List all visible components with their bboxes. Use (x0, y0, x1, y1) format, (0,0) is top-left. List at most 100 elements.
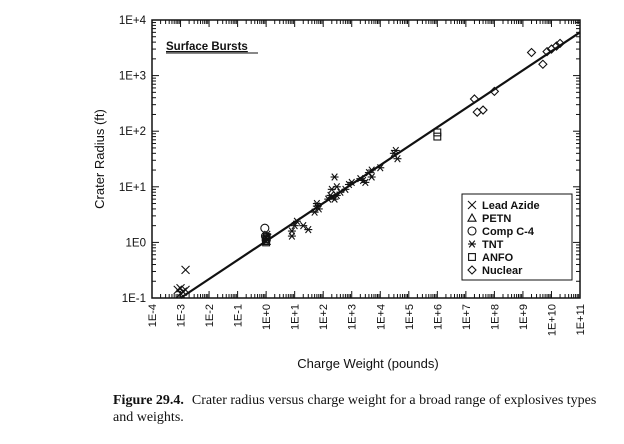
marker-stroke (331, 195, 338, 203)
point-nuclear (551, 41, 562, 51)
point-nuclear (555, 38, 565, 49)
y-tick-label: 1E+1 (119, 182, 146, 194)
marker-stroke (468, 240, 476, 248)
marker-stroke (181, 285, 190, 295)
point-nuclear (489, 86, 500, 97)
marker-stroke (313, 199, 321, 208)
point-anfo (433, 132, 442, 141)
point-tnt (376, 164, 385, 172)
x-tick-label: 1E+11 (575, 304, 587, 335)
legend-label-petn: PETN (482, 213, 511, 225)
marker-stroke (392, 146, 400, 155)
point-tnt (347, 178, 356, 187)
point-tnt (290, 221, 299, 230)
x-tick-label: 1E+7 (461, 304, 473, 330)
x-axis-label: Charge Weight (pounds) (297, 356, 438, 371)
point-tnt (330, 195, 339, 203)
x-tick-label: 1E+6 (432, 304, 444, 330)
x-tick-label: 1E-1 (233, 304, 245, 327)
marker-stroke (173, 285, 183, 295)
legend-marker-petn (467, 212, 477, 222)
caption-label: Figure 29.4. (113, 393, 184, 408)
x-tick-label: 1E+5 (404, 304, 416, 330)
figure-caption: Figure 29.4. Crater radius versus charge … (113, 392, 613, 426)
marker-stroke (394, 154, 401, 163)
x-tick-label: 1E+8 (489, 304, 501, 330)
point-tnt (292, 217, 301, 226)
point-tnt (312, 199, 321, 208)
x-tick-label: 1E+1 (290, 304, 302, 330)
point-anfo (262, 235, 271, 243)
legend-label-lead-azide: Lead Azide (482, 200, 540, 212)
point-lead-azide (181, 285, 190, 295)
point-tnt (332, 183, 341, 191)
legend-marker-tnt (468, 240, 476, 248)
marker-stroke (293, 217, 301, 226)
plot-frame (151, 19, 581, 299)
x-tick-label: 1E+4 (375, 304, 387, 330)
point-nuclear (542, 46, 552, 57)
x-tick-label: 1E+9 (518, 304, 530, 330)
marker-stroke (337, 188, 344, 196)
marker-stroke (288, 227, 296, 235)
point-lead-azide (176, 289, 185, 298)
legend-label-anfo: ANFO (482, 252, 514, 264)
legend-marker-lead-azide (467, 200, 477, 210)
point-tnt (310, 208, 319, 216)
point-nuclear (526, 47, 537, 58)
x-tick-label: 1E+10 (546, 304, 558, 336)
x-tick-label: 1E-2 (204, 304, 216, 327)
x-tick-label: 1E+0 (261, 304, 273, 330)
marker-stroke (348, 178, 355, 187)
y-tick-label: 1E+3 (119, 71, 146, 83)
point-tnt (367, 173, 376, 181)
point-nuclear (478, 105, 488, 115)
y-tick-label: 1E-1 (122, 293, 146, 305)
point-tnt (393, 154, 402, 163)
y-tick-labels: 1E-1 1E0 1E+1 1E+2 1E+3 1E+4 (119, 15, 147, 305)
marker-stroke (264, 230, 271, 239)
data-points (173, 38, 565, 298)
point-nuclear (469, 94, 480, 104)
point-tnt (330, 173, 339, 181)
marker-stroke (333, 183, 341, 191)
point-tnt (299, 221, 308, 230)
caption-text: Crater radius versus charge weight for a… (113, 393, 597, 425)
legend-label-nuclear: Nuclear (482, 265, 523, 277)
point-lead-azide (173, 285, 183, 295)
y-tick-label: 1E+2 (119, 126, 146, 138)
fit-line (179, 31, 581, 299)
legend-label-comp-c-4: Comp C-4 (482, 226, 535, 238)
fit-line-layer (179, 31, 581, 299)
y-tick-label: 1E+4 (119, 15, 147, 27)
legend-label-tnt: TNT (482, 239, 504, 251)
marker-stroke (331, 173, 338, 181)
point-tnt (287, 227, 296, 235)
point-lead-azide (181, 265, 190, 275)
axis-ticks (151, 20, 580, 299)
y-tick-label: 1E0 (126, 237, 146, 249)
legend-marker-anfo (468, 253, 476, 261)
marker-stroke (377, 164, 384, 172)
marker-stroke (291, 221, 298, 230)
x-tick-label: 1E-3 (176, 304, 188, 327)
marker-stroke (315, 205, 323, 213)
point-tnt (332, 191, 341, 200)
chart: 1E-4 1E-3 1E-2 1E-1 1E+0 1E+1 1E+2 1E+3 1E+4 1E+5… (92, 15, 587, 371)
point-tnt (361, 178, 370, 187)
marker-stroke (368, 166, 375, 174)
chart-title: Surface Bursts (166, 41, 248, 53)
marker-stroke (467, 200, 477, 210)
marker-stroke (300, 221, 307, 230)
marker-stroke (357, 174, 364, 183)
marker-stroke (181, 265, 190, 275)
marker-stroke (368, 173, 375, 181)
point-anfo (262, 233, 271, 241)
x-tick-label: 1E+2 (318, 304, 330, 330)
point-tnt (391, 146, 400, 155)
marker-stroke (311, 208, 318, 216)
legend-marker-nuclear (467, 265, 477, 275)
point-anfo (433, 128, 442, 137)
